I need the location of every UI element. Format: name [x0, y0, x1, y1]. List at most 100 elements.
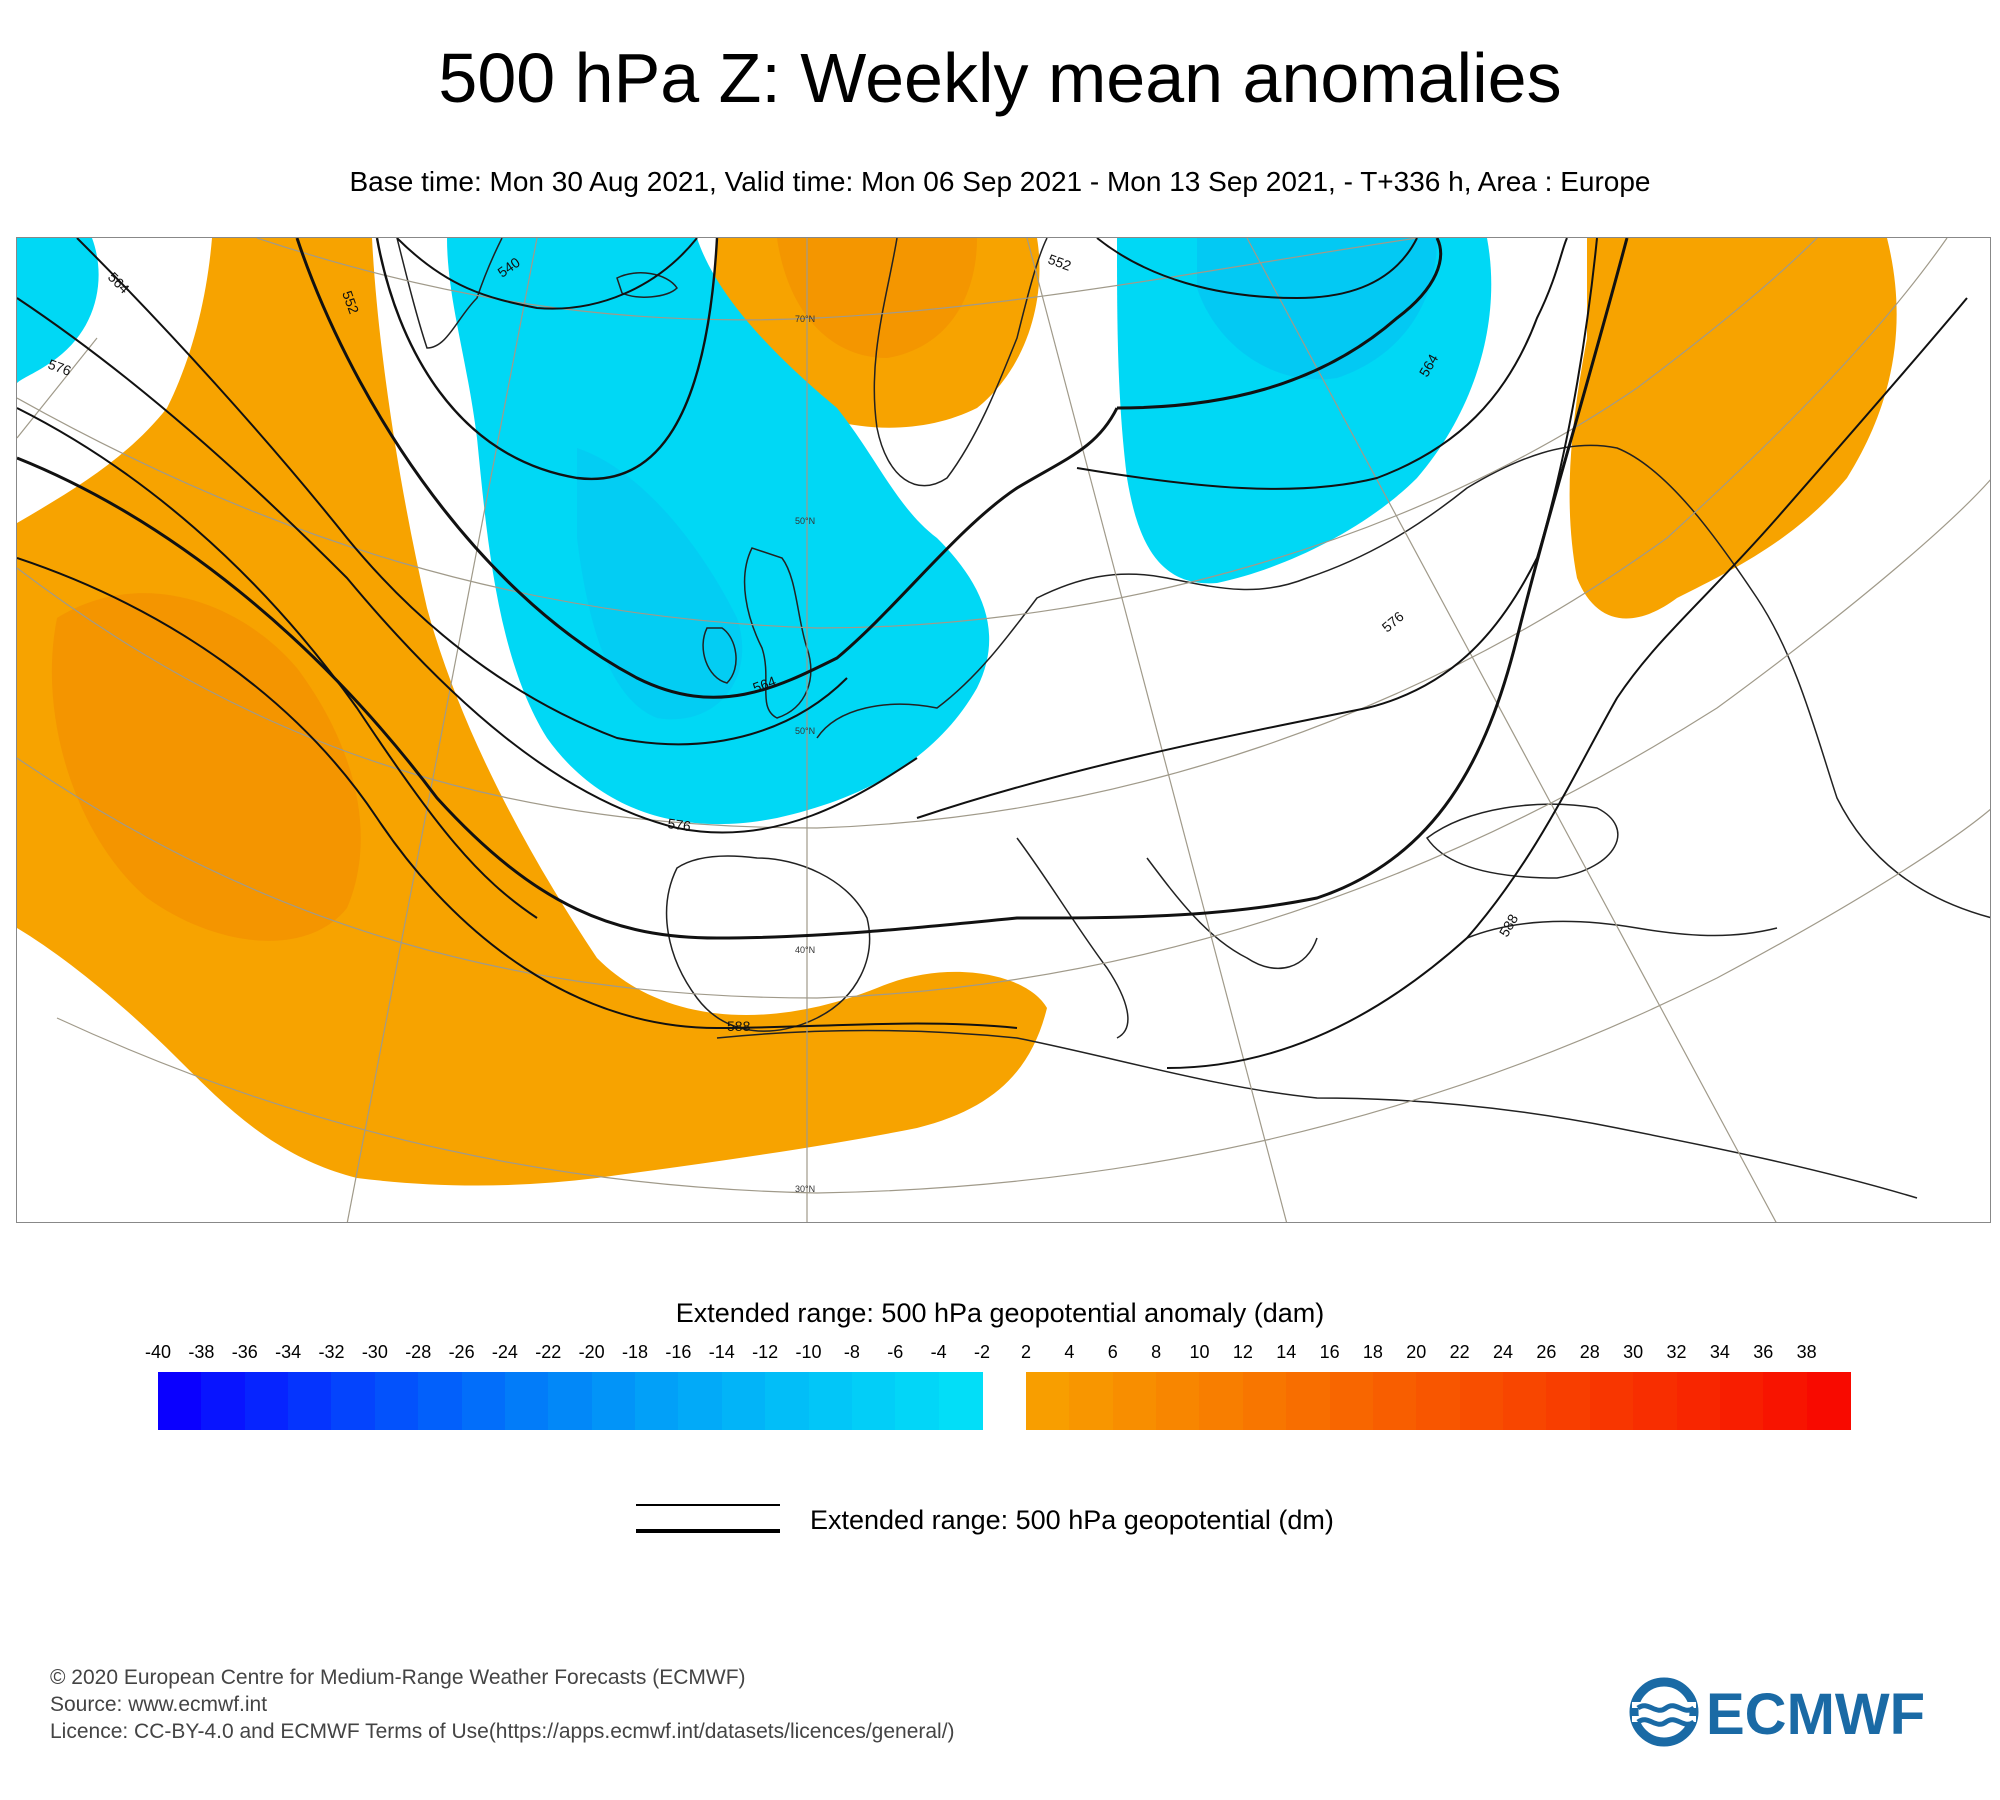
contour-588-east	[1166, 297, 1968, 1069]
meridian-w20	[346, 238, 538, 1222]
colorbar-tick-label: 12	[1232, 1342, 1253, 1362]
colorbar-swatch-negative	[721, 1372, 766, 1430]
coastline-ireland	[702, 627, 737, 684]
contour-label: 564	[105, 269, 133, 297]
contour-552-east	[1096, 238, 1418, 300]
colorbar-tick-label: 14	[1276, 1342, 1297, 1362]
latitude-label: 40°N	[795, 945, 815, 955]
coastline-greenland	[396, 238, 503, 349]
colorbar-swatch-negative	[895, 1372, 940, 1430]
parallel-50n	[17, 238, 1948, 829]
coastline-iceland	[616, 272, 678, 298]
coastline-uk	[743, 547, 812, 719]
colorbar-tick-label: -40	[144, 1342, 171, 1362]
map-panel: 564 552 540 576 552 564 576 564 576 588 …	[16, 237, 1991, 1223]
colorbar-tick-label: 36	[1753, 1342, 1774, 1362]
contour-label: 564	[751, 673, 779, 696]
colorbar-swatch-negative	[548, 1372, 593, 1430]
contour-540-north	[396, 238, 698, 310]
colorbar-swatch-negative	[635, 1372, 679, 1430]
colorbar-swatch-positive	[1242, 1372, 1287, 1430]
chart-subtitle: Base time: Mon 30 Aug 2021, Valid time: …	[349, 166, 1651, 197]
coastline-turkey	[1466, 920, 1778, 939]
colorbar-swatch-positive	[1676, 1372, 1721, 1430]
colorbar-swatch-negative	[591, 1372, 636, 1430]
colorbar-swatch-positive	[1372, 1372, 1417, 1430]
colorbar-tick-label: -26	[448, 1342, 475, 1362]
anomaly-negative-scandinavia-core	[1197, 238, 1437, 380]
latitude-label: 70°N	[795, 314, 815, 324]
colorbar-swatch-positive	[1286, 1372, 1331, 1430]
ecmwf-logo: ECMWF	[1629, 1677, 1925, 1747]
anomaly-positive-norway-core	[777, 238, 977, 358]
colorbar-swatch-negative	[461, 1372, 506, 1430]
colorbar-swatch-positive	[1329, 1372, 1374, 1430]
contour-564-scandinavia	[1116, 238, 1443, 410]
anomaly-positive-atlantic-core	[51, 593, 361, 941]
colorbar	[0, 1372, 2000, 1432]
colorbar-swatch-negative	[158, 1372, 202, 1430]
parallel-70n	[256, 238, 1418, 321]
legend-thin-line	[636, 1504, 780, 1506]
coastline-north-africa	[716, 1029, 1918, 1199]
colorbar-tick-label: 8	[1151, 1342, 1162, 1362]
colorbar-tick-label: -34	[275, 1342, 302, 1362]
colorbar-swatch-negative	[938, 1372, 983, 1430]
colorbar-tick-label: -38	[188, 1342, 215, 1362]
latitude-label: 50°N	[795, 516, 815, 526]
colorbar-swatch-negative	[678, 1372, 723, 1430]
colorbar-tick-label: -22	[535, 1342, 562, 1362]
colorbar-swatch-negative	[244, 1372, 289, 1430]
logo-text: ECMWF	[1706, 1682, 1925, 1747]
colorbar-tick-label: 26	[1536, 1342, 1557, 1362]
coastlines	[396, 238, 1990, 1199]
colorbar-tick-label: 6	[1107, 1342, 1118, 1362]
colorbar-swatch-negative	[418, 1372, 463, 1430]
geopotential-contours	[17, 238, 1968, 1069]
latitude-label: 50°N	[795, 726, 815, 736]
colorbar-tick-label: 10	[1189, 1342, 1210, 1362]
anomaly-negative-northwest	[17, 238, 99, 383]
contour-label: 576	[1379, 608, 1407, 635]
colorbar-tick-label: 34	[1709, 1342, 1730, 1362]
contour-564-east	[1076, 238, 1568, 490]
coastline-continental-europe	[816, 444, 1990, 919]
legend-thick-line	[636, 1529, 780, 1533]
contour-576-east	[916, 238, 1598, 819]
colorbar-tick-label: -2	[973, 1342, 990, 1362]
coastline-balkans	[1146, 857, 1318, 969]
anomaly-positive-russia	[1569, 238, 1897, 619]
colorbar-tick-label: 18	[1362, 1342, 1383, 1362]
colorbar-tick-label: 30	[1623, 1342, 1644, 1362]
colorbar-tick-label: 38	[1796, 1342, 1817, 1362]
contour-label: 588	[1496, 911, 1522, 939]
colorbar-swatch-positive	[1589, 1372, 1634, 1430]
colorbar-swatch-positive	[1416, 1372, 1461, 1430]
contour-576-west	[17, 407, 538, 919]
colorbar-swatch-negative	[331, 1372, 376, 1430]
colorbar-tick-label: -30	[361, 1342, 388, 1362]
contour-label: 552	[1046, 251, 1074, 274]
colorbar-swatch-negative	[201, 1372, 246, 1430]
colorbar-tick-label: -18	[622, 1342, 649, 1362]
colorbar-tick-label: 2	[1020, 1342, 1031, 1362]
credits: © 2020 European Centre for Medium-Range …	[50, 1664, 955, 1745]
colorbar-ticks: -40 -38 -36 -34 -32 -30 -28 -26 -24 -22 -20 -18 -16-…	[0, 1342, 2000, 1366]
positive-anomaly-fields	[17, 238, 1897, 1186]
colorbar-swatch-negative	[851, 1372, 896, 1430]
colorbar-swatch-negative	[288, 1372, 333, 1430]
colorbar-swatch-positive	[1719, 1372, 1764, 1430]
colorbar-swatch-positive	[1546, 1372, 1591, 1430]
anomaly-positive-atlantic	[17, 238, 1047, 1186]
copyright-line: © 2020 European Centre for Medium-Range …	[50, 1666, 746, 1689]
contour-564-north	[295, 238, 1119, 699]
colorbar-tick-label: 22	[1449, 1342, 1470, 1362]
latitude-labels: 70°N 50°N 50°N 40°N 30°N	[795, 314, 815, 1194]
contour-label: 576	[46, 356, 74, 379]
colorbar-tick-label: -28	[405, 1342, 432, 1362]
colorbar-tick-label: 4	[1064, 1342, 1075, 1362]
colorbar-swatch-positive	[1503, 1372, 1547, 1430]
contour-label: 588	[727, 1018, 751, 1034]
colorbar-swatch-negative	[808, 1372, 853, 1430]
colorbar-tick-label: -6	[887, 1342, 904, 1362]
